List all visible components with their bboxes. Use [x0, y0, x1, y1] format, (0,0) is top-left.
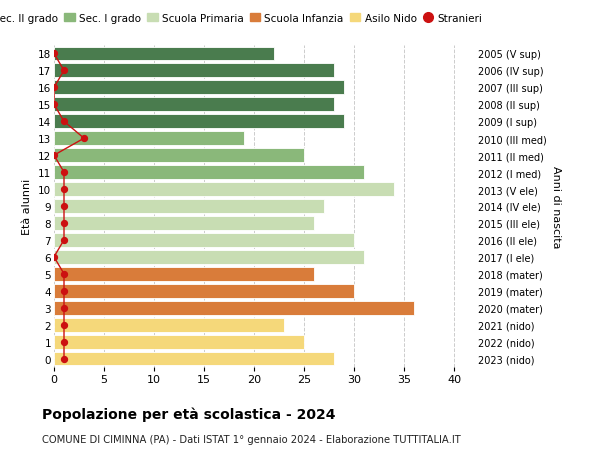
Bar	[54, 81, 344, 95]
Point	[59, 118, 69, 126]
Legend: Sec. II grado, Sec. I grado, Scuola Primaria, Scuola Infanzia, Asilo Nido, Stran: Sec. II grado, Sec. I grado, Scuola Prim…	[0, 9, 487, 28]
Bar	[54, 115, 344, 129]
Bar	[54, 352, 334, 366]
Bar	[54, 98, 334, 112]
Bar	[54, 267, 314, 281]
Point	[49, 101, 59, 109]
Point	[59, 270, 69, 278]
Point	[59, 287, 69, 295]
Point	[59, 169, 69, 176]
Bar	[54, 132, 244, 146]
Point	[59, 237, 69, 244]
Bar	[54, 217, 314, 230]
Bar	[54, 47, 274, 62]
Point	[49, 84, 59, 92]
Y-axis label: Età alunni: Età alunni	[22, 179, 32, 235]
Point	[59, 186, 69, 193]
Point	[59, 220, 69, 227]
Text: Popolazione per età scolastica - 2024: Popolazione per età scolastica - 2024	[42, 406, 335, 421]
Bar	[54, 250, 364, 264]
Bar	[54, 149, 304, 163]
Bar	[54, 64, 334, 78]
Point	[59, 338, 69, 346]
Point	[49, 50, 59, 58]
Bar	[54, 200, 324, 213]
Point	[49, 152, 59, 159]
Bar	[54, 166, 364, 179]
Bar	[54, 183, 394, 196]
Point	[59, 203, 69, 210]
Y-axis label: Anni di nascita: Anni di nascita	[551, 165, 561, 248]
Point	[59, 304, 69, 312]
Text: COMUNE DI CIMINNA (PA) - Dati ISTAT 1° gennaio 2024 - Elaborazione TUTTITALIA.IT: COMUNE DI CIMINNA (PA) - Dati ISTAT 1° g…	[42, 434, 461, 444]
Point	[79, 135, 89, 143]
Bar	[54, 318, 284, 332]
Point	[59, 321, 69, 329]
Bar	[54, 335, 304, 349]
Bar	[54, 301, 414, 315]
Bar	[54, 284, 354, 298]
Point	[49, 254, 59, 261]
Point	[59, 67, 69, 75]
Bar	[54, 234, 354, 247]
Point	[59, 355, 69, 363]
